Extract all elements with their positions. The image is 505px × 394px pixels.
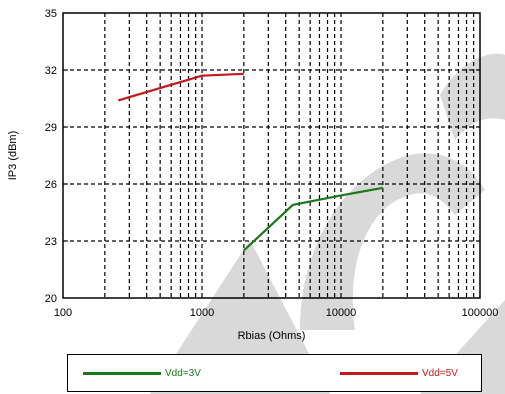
legend-item-vdd5: Vdd=5V [340,355,458,391]
legend-swatch-vdd5 [340,371,418,375]
y-tick-label: 26 [45,179,57,191]
series-line-1 [117,72,244,102]
x-axis-label: Rbias (Ohms) [238,330,306,342]
axis-ticks [62,12,481,299]
x-tick-label: 100 [54,307,72,319]
y-tick-labels: 20 23 26 29 32 35 [45,8,57,305]
x-tick-label: 100000 [462,307,499,319]
legend-label-vdd5: Vdd=5V [422,367,458,379]
y-tick-label: 29 [45,122,57,134]
series-line-0 [243,186,383,252]
legend: Vdd=3V Vdd=5V [67,354,482,392]
watermark-shape [440,53,505,140]
x-tick-label: 1000 [190,307,214,319]
x-tick-label: 10000 [326,307,357,319]
series-lines [117,72,383,252]
y-tick-label: 32 [45,65,57,77]
plot-frame [62,12,481,299]
legend-label-vdd3: Vdd=3V [165,367,201,379]
legend-item-vdd3: Vdd=3V [83,355,201,391]
y-tick-label: 35 [45,8,57,20]
y-tick-label: 23 [45,236,57,248]
x-tick-labels: 100 1000 10000 100000 [54,307,499,319]
grid-lines [63,13,480,298]
legend-swatch-vdd3 [83,371,161,375]
y-axis-label: IP3 (dBm) [7,131,19,181]
y-tick-label: 20 [45,293,57,305]
